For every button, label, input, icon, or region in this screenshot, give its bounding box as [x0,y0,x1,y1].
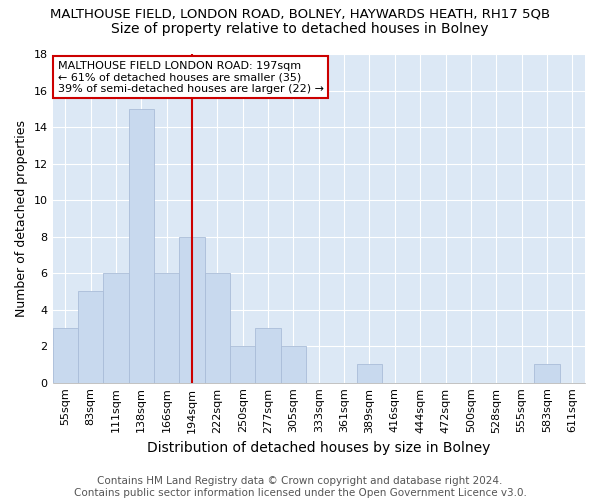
Y-axis label: Number of detached properties: Number of detached properties [15,120,28,317]
Bar [78,292,103,382]
Bar [230,346,256,383]
Bar [103,273,128,382]
Bar [357,364,382,382]
Bar [128,109,154,382]
Bar [205,273,230,382]
X-axis label: Distribution of detached houses by size in Bolney: Distribution of detached houses by size … [147,441,490,455]
Text: Contains HM Land Registry data © Crown copyright and database right 2024.
Contai: Contains HM Land Registry data © Crown c… [74,476,526,498]
Bar [281,346,306,383]
Bar [256,328,281,382]
Bar [179,236,205,382]
Text: MALTHOUSE FIELD LONDON ROAD: 197sqm
← 61% of detached houses are smaller (35)
39: MALTHOUSE FIELD LONDON ROAD: 197sqm ← 61… [58,60,324,94]
Text: MALTHOUSE FIELD, LONDON ROAD, BOLNEY, HAYWARDS HEATH, RH17 5QB: MALTHOUSE FIELD, LONDON ROAD, BOLNEY, HA… [50,8,550,20]
Bar [534,364,560,382]
Bar [154,273,179,382]
Bar [53,328,78,382]
Text: Size of property relative to detached houses in Bolney: Size of property relative to detached ho… [111,22,489,36]
